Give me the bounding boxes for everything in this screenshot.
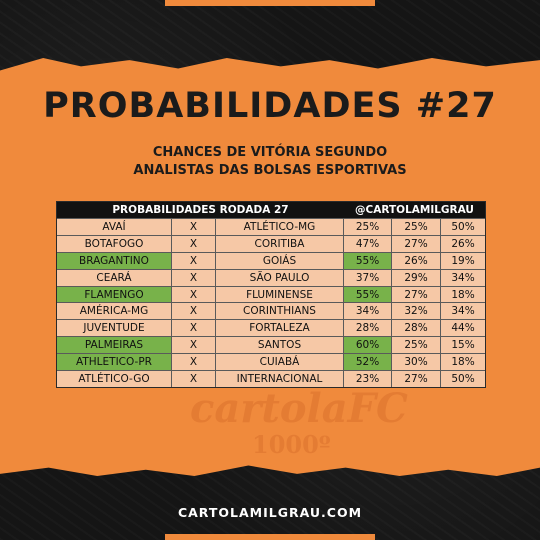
away-win-prob-cell: 50% [441,370,485,387]
draw-prob-cell: 27% [392,234,441,252]
page-title: PROBABILIDADES #27 [43,86,497,126]
versus-cell: X [172,302,216,320]
away-team-cell: GOIÁS [216,251,344,269]
table-row: PALMEIRAS X SANTOS 60% 25% 15% [57,336,485,354]
away-win-prob-cell: 15% [441,336,485,353]
away-win-prob-cell: 34% [441,268,485,286]
table-row: CEARÁ X SÃO PAULO 37% 29% 34% [57,268,485,286]
away-win-prob-cell: 19% [441,251,485,269]
table-row: ATHLETICO-PR X CUIABÁ 52% 30% 18% [57,353,485,371]
home-win-prob-cell: 23% [344,370,392,387]
versus-cell: X [172,234,216,252]
versus-cell: X [172,251,216,269]
home-win-prob-cell: 47% [344,234,392,252]
subtitle-line-2: ANALISTAS DAS BOLSAS ESPORTIVAS [133,163,407,178]
home-win-prob-cell: 52% [344,353,392,371]
footer-site-url: CARTOLAMILGRAU.COM [177,505,363,520]
draw-prob-cell: 27% [392,370,441,387]
subtitle-line-1: CHANCES DE VITÓRIA SEGUNDO [152,145,388,160]
away-win-prob-cell: 26% [441,234,485,252]
away-team-cell: CORINTHIANS [216,302,344,320]
away-win-prob-cell: 18% [441,353,485,370]
draw-prob-cell: 25% [392,218,441,235]
table-row: BRAGANTINO X GOIÁS 55% 26% 19% [57,251,485,269]
table-header-handle: @CARTOLAMILGRAU [355,204,474,216]
away-team-cell: SÃO PAULO [216,268,344,286]
home-win-prob-cell: 55% [344,285,392,303]
home-team-cell: PALMEIRAS [57,336,172,354]
home-team-cell: FLAMENGO [57,285,172,303]
home-win-prob-cell: 60% [344,336,392,354]
home-team-cell: BRAGANTINO [57,251,172,269]
table-row: FLAMENGO X FLUMINENSE 55% 27% 18% [57,285,485,303]
versus-cell: X [172,268,216,286]
away-win-prob-cell: 44% [441,319,485,336]
home-team-cell: CEARÁ [57,268,172,286]
home-win-prob-cell: 28% [344,319,392,337]
away-win-prob-cell: 34% [441,302,485,319]
probabilities-table: PROBABILIDADES RODADA 27 @CARTOLAMILGRAU… [56,201,486,388]
home-win-prob-cell: 25% [344,218,392,235]
table-header-title: PROBABILIDADES RODADA 27 [112,204,289,216]
draw-prob-cell: 25% [392,336,441,354]
versus-cell: X [172,319,216,337]
table-row: JUVENTUDE X FORTALEZA 28% 28% 44% [57,319,485,337]
versus-cell: X [172,353,216,371]
home-team-cell: BOTAFOGO [57,234,172,252]
home-win-prob-cell: 34% [344,302,392,320]
home-team-cell: ATHLETICO-PR [57,353,172,371]
away-team-cell: SANTOS [216,336,344,354]
table-row: BOTAFOGO X CORITIBA 47% 27% 26% [57,234,485,252]
versus-cell: X [172,336,216,354]
away-team-cell: FORTALEZA [216,319,344,337]
away-win-prob-cell: 50% [441,218,485,235]
top-accent-bar [165,0,375,6]
home-team-cell: AMÉRICA-MG [57,302,172,320]
table-row: AMÉRICA-MG X CORINTHIANS 34% 32% 34% [57,302,485,320]
draw-prob-cell: 29% [392,268,441,286]
home-team-cell: AVAÍ [57,218,172,235]
draw-prob-cell: 28% [392,319,441,337]
versus-cell: X [172,370,216,387]
away-team-cell: INTERNACIONAL [216,370,344,387]
table-body: AVAÍ X ATLÉTICO-MG 25% 25% 50% BOTAFOGO X CORITI… [57,218,485,387]
home-team-cell: JUVENTUDE [57,319,172,337]
versus-cell: X [172,218,216,235]
draw-prob-cell: 27% [392,285,441,303]
away-team-cell: ATLÉTICO-MG [216,218,344,235]
home-win-prob-cell: 37% [344,268,392,286]
away-team-cell: CORITIBA [216,234,344,252]
home-team-cell: ATLÉTICO-GO [57,370,172,387]
home-win-prob-cell: 55% [344,251,392,269]
bottom-accent-bar [165,534,375,540]
draw-prob-cell: 32% [392,302,441,320]
draw-prob-cell: 26% [392,251,441,269]
draw-prob-cell: 30% [392,353,441,371]
versus-cell: X [172,285,216,303]
away-win-prob-cell: 18% [441,285,485,303]
away-team-cell: CUIABÁ [216,353,344,371]
table-row: AVAÍ X ATLÉTICO-MG 25% 25% 50% [57,218,485,235]
table-row: ATLÉTICO-GO X INTERNACIONAL 23% 27% 50% [57,370,485,387]
away-team-cell: FLUMINENSE [216,285,344,303]
table-header: PROBABILIDADES RODADA 27 @CARTOLAMILGRAU [57,202,485,218]
